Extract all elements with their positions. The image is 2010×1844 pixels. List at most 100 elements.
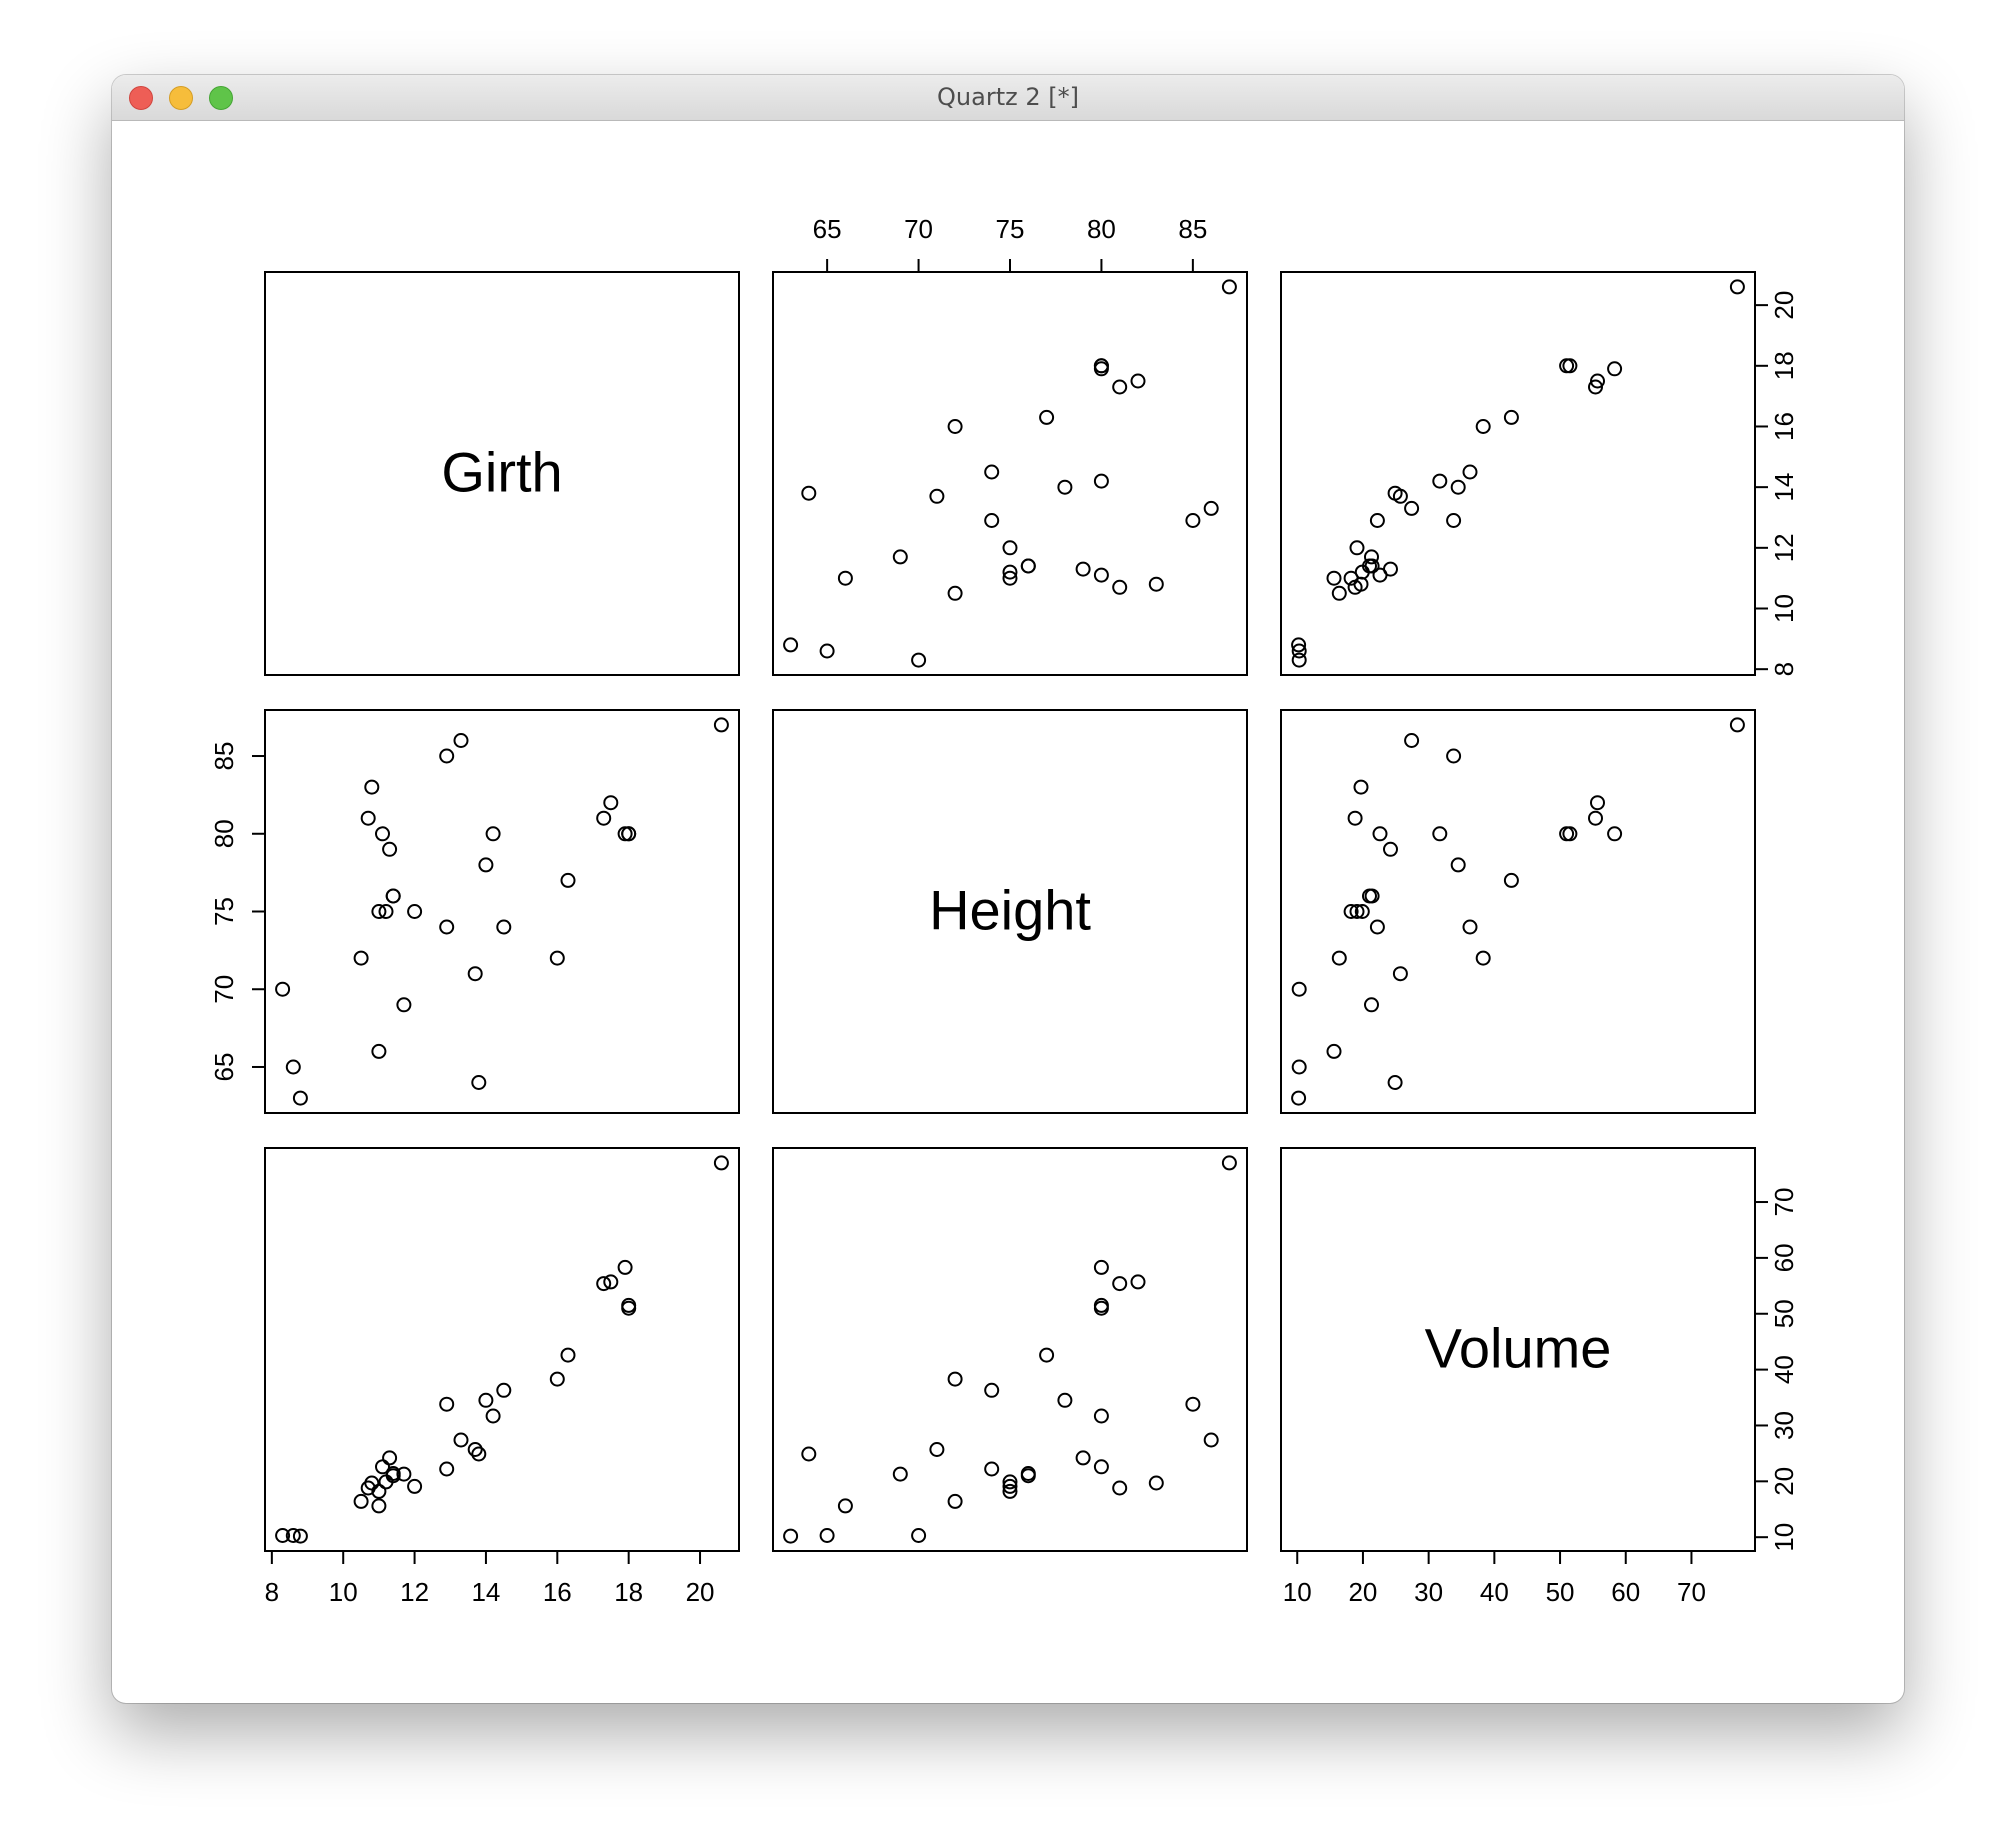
data-point xyxy=(485,826,501,842)
data-point xyxy=(1221,279,1237,295)
data-point xyxy=(837,1498,853,1514)
variable-label-girth: Girth xyxy=(441,441,562,504)
data-point xyxy=(1057,1392,1073,1408)
data-point xyxy=(892,549,908,565)
data-point xyxy=(1039,409,1055,425)
data-point xyxy=(292,1528,308,1544)
data-point xyxy=(1588,810,1603,826)
data-point xyxy=(1387,1075,1403,1090)
data-point xyxy=(1221,1155,1237,1171)
data-point xyxy=(837,570,853,586)
data-point xyxy=(621,826,637,842)
data-point xyxy=(1075,561,1091,577)
data-point xyxy=(1093,358,1109,374)
tick-label: 85 xyxy=(209,742,239,771)
tick-label: 8 xyxy=(1769,662,1799,676)
title-bar[interactable]: Quartz 2 [*] xyxy=(112,75,1904,121)
data-point xyxy=(1369,513,1385,528)
data-point xyxy=(1291,637,1307,653)
data-point xyxy=(385,888,401,904)
data-point xyxy=(1559,826,1575,842)
data-point xyxy=(596,1276,612,1292)
data-point xyxy=(1559,358,1575,374)
data-point xyxy=(1387,485,1403,501)
panel-frame xyxy=(1280,271,1756,676)
data-point xyxy=(801,485,817,501)
data-point xyxy=(1148,1475,1164,1491)
panel-frame xyxy=(1280,709,1756,1114)
tick-label: 40 xyxy=(1769,1355,1799,1384)
data-point xyxy=(1503,409,1519,425)
data-point xyxy=(819,643,835,659)
data-point xyxy=(1203,1432,1219,1448)
tick-label: 65 xyxy=(209,1053,239,1082)
data-point xyxy=(1093,567,1109,583)
panel-frame xyxy=(772,709,1248,1114)
data-point xyxy=(1343,570,1359,586)
tick-label: 10 xyxy=(329,1577,358,1607)
panel-volume-vs-height xyxy=(772,1147,1248,1552)
plot-window: Quartz 2 [*] Girth Height Volume 8 10 12 14 16 1… xyxy=(112,75,1904,1703)
data-point xyxy=(353,1493,369,1509)
data-point xyxy=(353,950,369,966)
data-point xyxy=(1326,1043,1342,1059)
panel-frame xyxy=(772,271,1248,676)
panel-height-vs-height: Height xyxy=(772,709,1248,1114)
window-title: Quartz 2 [*] xyxy=(937,83,1079,111)
data-point xyxy=(471,1075,487,1090)
data-point xyxy=(1590,795,1605,811)
tick-label: 50 xyxy=(1769,1299,1799,1328)
data-point xyxy=(617,1259,633,1275)
data-point xyxy=(1112,1480,1128,1496)
data-point xyxy=(911,652,927,668)
data-point xyxy=(396,997,412,1013)
data-point xyxy=(1039,1347,1055,1363)
data-point xyxy=(1093,1408,1109,1424)
data-point xyxy=(1130,1274,1146,1290)
data-point xyxy=(1112,379,1128,395)
data-point xyxy=(783,1528,799,1544)
data-point xyxy=(1450,857,1466,873)
data-point xyxy=(1353,779,1369,795)
data-point xyxy=(603,1274,619,1290)
tick-label: 10 xyxy=(1283,1577,1312,1607)
data-point xyxy=(439,919,455,935)
data-point xyxy=(603,795,619,811)
data-point xyxy=(407,904,423,919)
data-point xyxy=(1291,1090,1307,1106)
data-point xyxy=(1020,1466,1036,1481)
data-point xyxy=(892,1466,908,1482)
data-point xyxy=(407,1478,423,1494)
data-point xyxy=(1372,826,1388,842)
panel-volume-vs-girth xyxy=(264,1147,740,1552)
tick-label: 16 xyxy=(1769,412,1799,441)
tick-label: 18 xyxy=(1769,351,1799,380)
data-point xyxy=(1002,540,1018,556)
data-point xyxy=(375,826,390,842)
data-point xyxy=(1364,549,1379,565)
data-point xyxy=(1291,1059,1307,1075)
data-point xyxy=(371,1043,387,1059)
tick-label: 30 xyxy=(1769,1411,1799,1440)
panel-height-vs-volume xyxy=(1280,709,1756,1114)
data-point xyxy=(275,1528,291,1543)
data-point xyxy=(1432,473,1448,489)
data-point xyxy=(1002,570,1018,586)
minimize-button[interactable] xyxy=(169,86,193,110)
data-point xyxy=(467,1442,483,1457)
zoom-button[interactable] xyxy=(209,86,233,110)
variable-label-height: Height xyxy=(929,879,1091,942)
data-point xyxy=(478,1392,494,1408)
data-point xyxy=(783,637,799,653)
panel-girth-vs-height xyxy=(772,271,1248,676)
data-point xyxy=(1093,1300,1109,1316)
tick-label: 20 xyxy=(1769,1467,1799,1496)
panel-frame xyxy=(264,271,740,676)
close-button[interactable] xyxy=(129,86,153,110)
data-point xyxy=(1369,919,1385,935)
data-point xyxy=(713,717,729,733)
data-point xyxy=(984,1461,1000,1477)
data-point xyxy=(1291,652,1307,668)
data-point xyxy=(1112,579,1128,595)
data-point xyxy=(947,585,963,601)
